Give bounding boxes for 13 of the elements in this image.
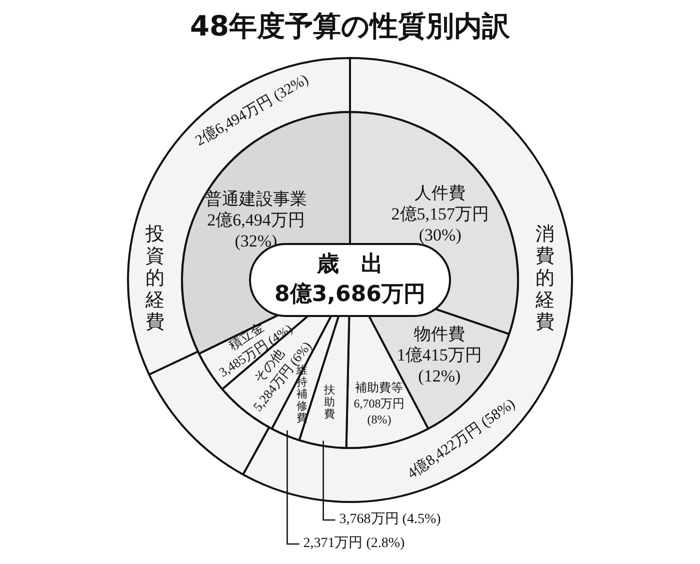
slice-label: 普通建設事業 bbox=[204, 189, 307, 208]
data-label: 6,708万円 (8%) bbox=[354, 396, 405, 426]
slice-label: 投資的経費 bbox=[144, 224, 164, 334]
data-label: 2億5,157万円 (30%) bbox=[391, 204, 490, 244]
chart-title: 48年度予算の性質別内訳 bbox=[190, 10, 511, 43]
slice-label: 扶助費 bbox=[323, 383, 336, 420]
slice-label: 人件費 bbox=[414, 183, 466, 202]
text: 歳 出 bbox=[316, 252, 383, 278]
data-label: 3,768万円 (4.5%) bbox=[339, 512, 442, 528]
slice-label: 消費的経費 bbox=[534, 224, 554, 334]
slice-label: 物件費 bbox=[414, 324, 465, 344]
text: 8億3,686万円 bbox=[274, 282, 426, 308]
data-label: 2,371万円 (2.8%) bbox=[303, 536, 406, 552]
